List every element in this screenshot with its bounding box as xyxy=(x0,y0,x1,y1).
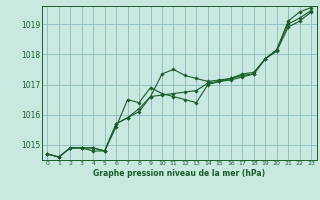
X-axis label: Graphe pression niveau de la mer (hPa): Graphe pression niveau de la mer (hPa) xyxy=(93,169,265,178)
